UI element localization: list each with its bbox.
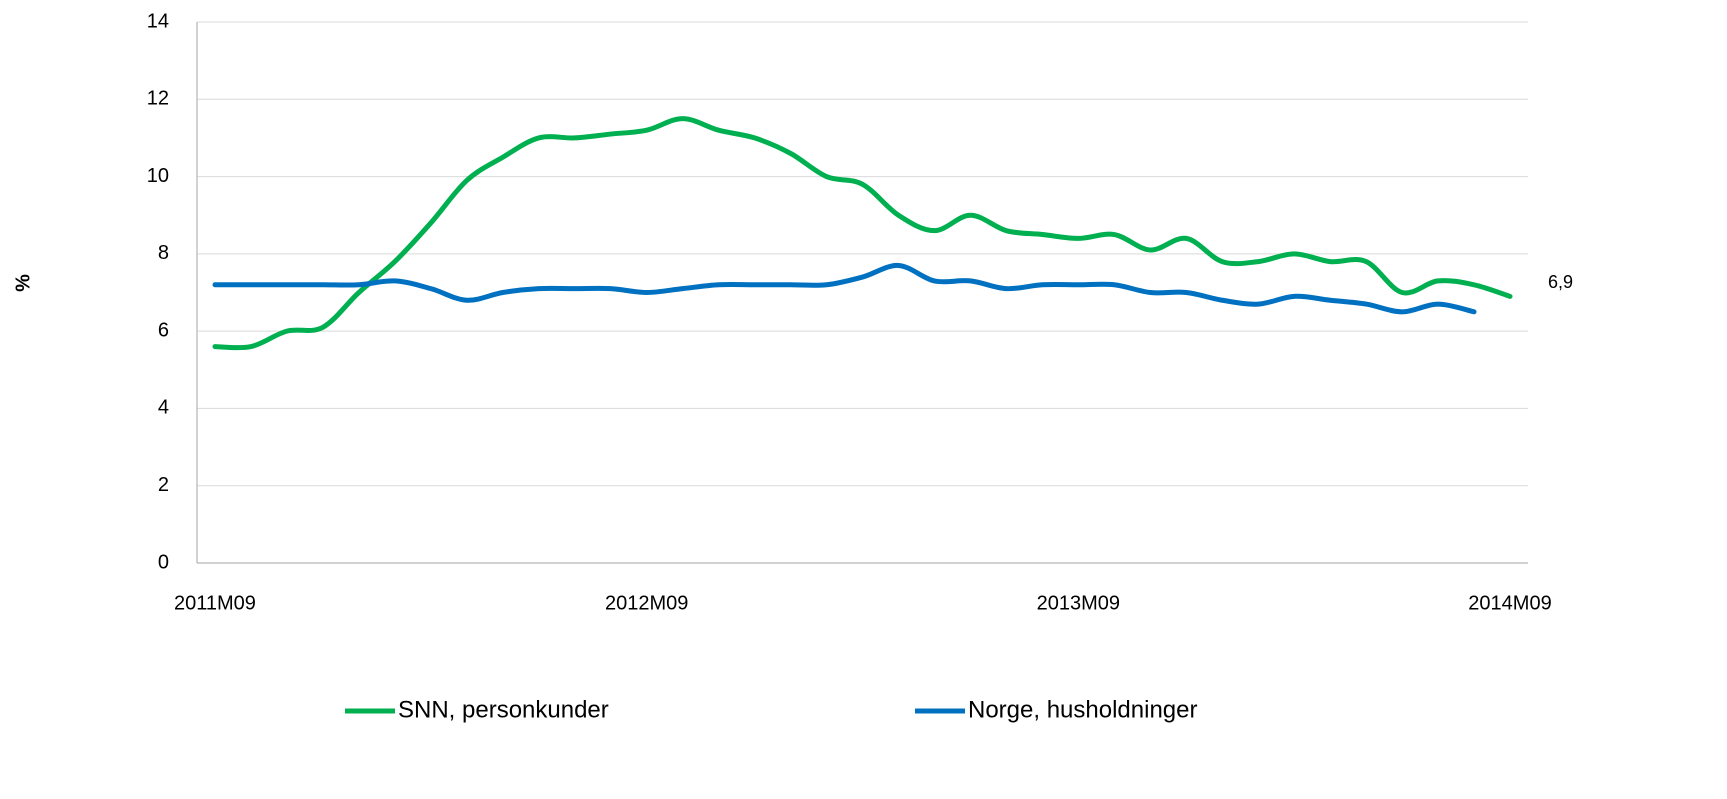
legend-label: Norge, husholdninger xyxy=(968,696,1198,723)
x-tick-label: 2014M09 xyxy=(1468,592,1551,614)
y-tick-label: 2 xyxy=(158,474,169,496)
series-line xyxy=(212,262,1477,315)
x-tick-label: 2012M09 xyxy=(605,592,688,614)
y-tick-label: 4 xyxy=(158,397,169,419)
legend-label: SNN, personkunder xyxy=(398,696,609,723)
series-line xyxy=(212,116,1513,351)
x-tick-label: 2013M09 xyxy=(1037,592,1120,614)
y-tick-label: 6 xyxy=(158,319,169,341)
y-tick-label: 12 xyxy=(147,88,169,110)
y-tick-label: 0 xyxy=(158,551,169,573)
y-tick-label: 8 xyxy=(158,242,169,264)
y-tick-label: 10 xyxy=(147,165,169,187)
x-tick-label: 2011M09 xyxy=(174,592,256,614)
y-axis-label: % xyxy=(12,274,34,292)
y-tick-label: 14 xyxy=(147,10,169,32)
data-label: 6,9 xyxy=(1548,272,1573,292)
